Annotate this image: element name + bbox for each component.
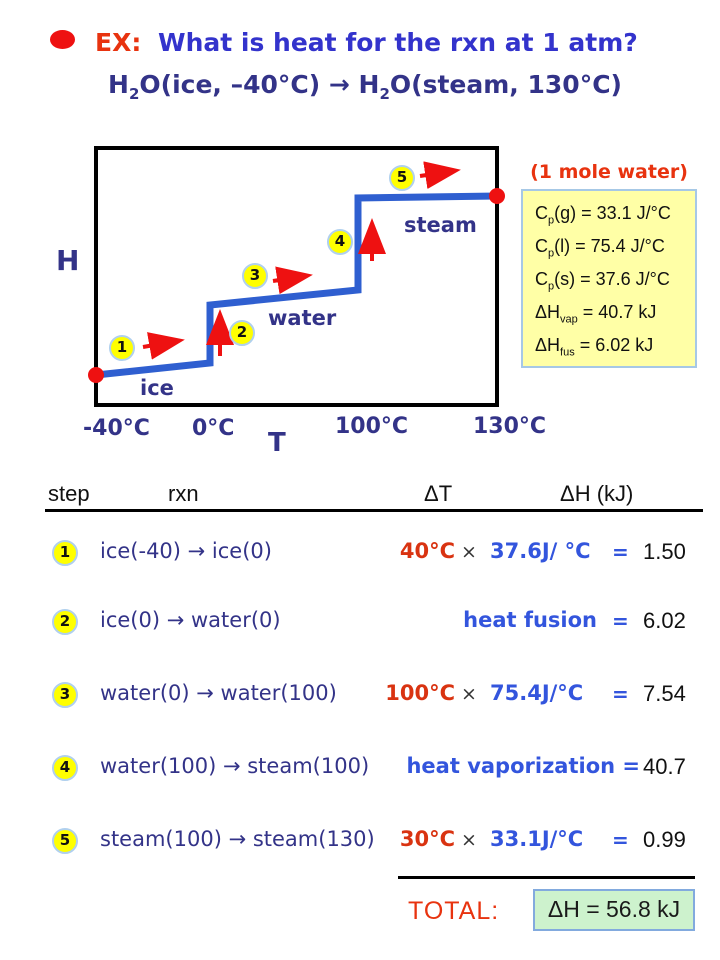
col-header-rxn: rxn	[168, 481, 199, 506]
constant-cp-solid: Cp(s) = 37.6 J/°C	[535, 269, 670, 293]
phase-label-ice: ice	[140, 376, 174, 400]
constant-dh-vap: ΔHvap = 40.7 kJ	[535, 302, 657, 326]
plot-step-badge-1: 1	[109, 335, 135, 361]
phase-label-water: water	[268, 306, 337, 330]
times-row-5: ×	[461, 829, 477, 851]
plot-step-badge-2: 2	[229, 320, 255, 346]
rxn-row-4: water(100) → steam(100)	[100, 754, 370, 778]
table-step-badge-2: 2	[52, 609, 78, 635]
expr-row-3: 75.4J/°C	[490, 681, 584, 705]
bullet-icon	[50, 30, 75, 49]
constants-box: Cp(g) = 33.1 J/°C Cp(l) = 75.4 J/°C Cp(s…	[521, 189, 697, 368]
rxn-row-1: ice(-40) → ice(0)	[100, 539, 272, 563]
equals-row-1: =	[612, 540, 629, 564]
constant-dh-fus: ΔHfus = 6.02 kJ	[535, 335, 654, 359]
result-row-4: 40.7	[643, 754, 686, 779]
rxn-row-2: ice(0) → water(0)	[100, 608, 281, 632]
result-row-1: 1.50	[643, 539, 686, 564]
x-tick-130C: 130°C	[473, 414, 547, 439]
title-ex: EX:	[95, 28, 142, 57]
col-header-dh: ΔH (kJ)	[560, 481, 634, 506]
plot-step-badge-5: 5	[389, 165, 415, 191]
x-tick-100C: 100°C	[335, 414, 409, 439]
heating-curve-line	[95, 192, 498, 379]
plot-frame	[94, 146, 499, 407]
col-header-dt: ΔT	[424, 481, 453, 506]
x-tick-0C: 0°C	[192, 416, 235, 441]
times-row-3: ×	[461, 683, 477, 705]
equals-row-2: =	[612, 609, 629, 633]
result-row-3: 7.54	[643, 681, 686, 706]
label-row-4: heat vaporization =	[406, 754, 640, 778]
result-row-5: 0.99	[643, 827, 686, 852]
equals-row-5: =	[612, 828, 629, 852]
mole-note: (1 mole water)	[530, 161, 688, 183]
table-step-badge-4: 4	[52, 755, 78, 781]
total-value-box: ΔH = 56.8 kJ	[533, 889, 695, 931]
plot-step-badge-4: 4	[327, 229, 353, 255]
result-row-2: 6.02	[643, 608, 686, 633]
label-row-2: heat fusion	[463, 608, 597, 632]
start-point-dot	[88, 367, 104, 383]
constant-cp-liquid: Cp(l) = 75.4 J/°C	[535, 236, 665, 260]
dt-row-5: 30°C	[399, 827, 455, 851]
heating-curve-plot	[88, 146, 505, 407]
step5-arrow-icon	[419, 161, 461, 190]
y-axis-label: H	[56, 244, 80, 277]
constant-cp-gas: Cp(g) = 33.1 J/°C	[535, 203, 671, 227]
step3-arrow-icon	[272, 266, 313, 295]
rxn-row-5: steam(100) → steam(130)	[100, 827, 375, 851]
rxn-row-3: water(0) → water(100)	[100, 681, 337, 705]
expr-row-1: 37.6J/ °C	[490, 539, 591, 563]
table-step-badge-3: 3	[52, 682, 78, 708]
expr-row-5: 33.1J/°C	[490, 827, 584, 851]
table-step-badge-5: 5	[52, 828, 78, 854]
dt-row-3: 100°C	[385, 681, 455, 705]
end-point-dot	[489, 188, 505, 204]
col-header-step: step	[48, 481, 90, 506]
table-step-badge-1: 1	[52, 540, 78, 566]
reaction-equation: H2O(ice, –40°C) → H2O(steam, 130°C)	[108, 70, 622, 103]
total-label: TOTAL:	[408, 897, 500, 925]
phase-label-steam: steam	[404, 213, 477, 237]
x-tick--40C: -40°C	[83, 416, 150, 441]
x-axis-label: T	[268, 428, 286, 458]
plot-step-badge-3: 3	[242, 263, 268, 289]
page-title: What is heat for the rxn at 1 atm?	[158, 28, 638, 57]
equals-row-3: =	[612, 682, 629, 706]
times-row-1: ×	[461, 541, 477, 563]
dt-row-1: 40°C	[399, 539, 455, 563]
total-rule	[398, 876, 695, 879]
header-rule	[45, 509, 703, 512]
step1-arrow-icon	[142, 332, 185, 360]
